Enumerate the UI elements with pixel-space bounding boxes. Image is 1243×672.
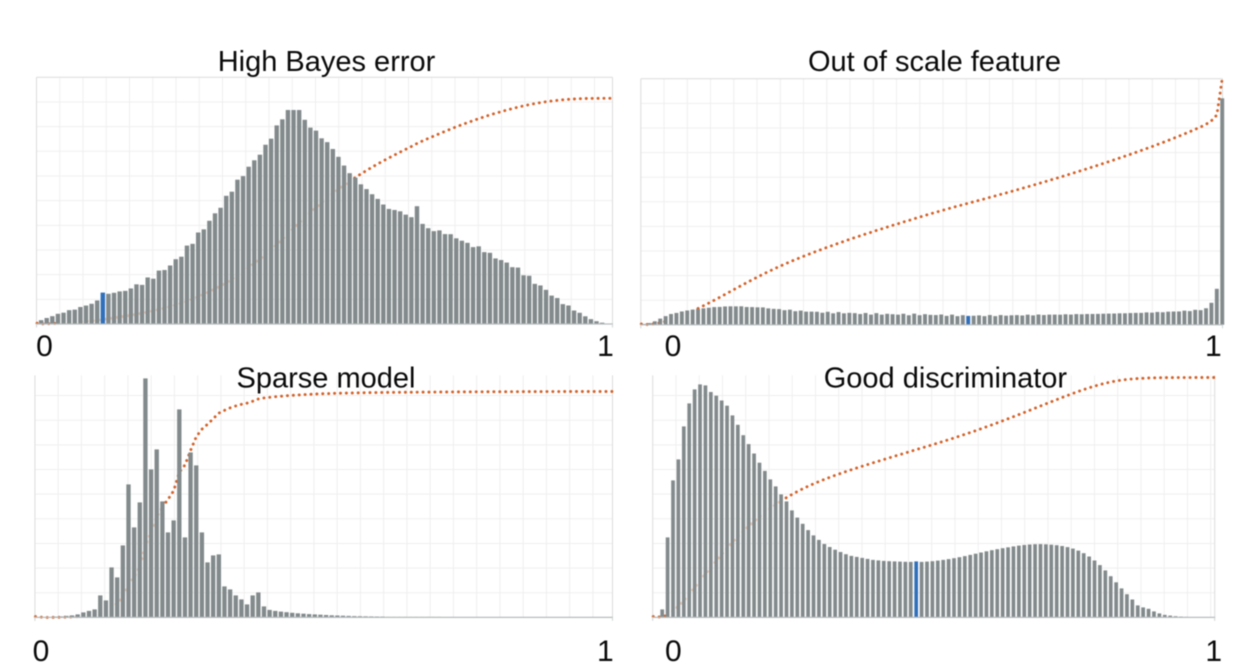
svg-text:Good discriminator: Good discriminator	[824, 363, 1068, 395]
svg-text:Sparse model: Sparse model	[237, 363, 416, 395]
svg-text:0: 0	[665, 330, 682, 363]
svg-text:0: 0	[665, 635, 682, 668]
svg-text:High Bayes error: High Bayes error	[218, 46, 436, 78]
svg-text:1: 1	[597, 635, 614, 668]
svg-text:Out of scale feature: Out of scale feature	[808, 46, 1061, 78]
svg-text:1: 1	[597, 330, 614, 363]
svg-text:0: 0	[33, 635, 50, 668]
svg-text:1: 1	[1205, 635, 1222, 668]
svg-text:0: 0	[36, 330, 53, 363]
svg-text:1: 1	[1205, 330, 1222, 363]
